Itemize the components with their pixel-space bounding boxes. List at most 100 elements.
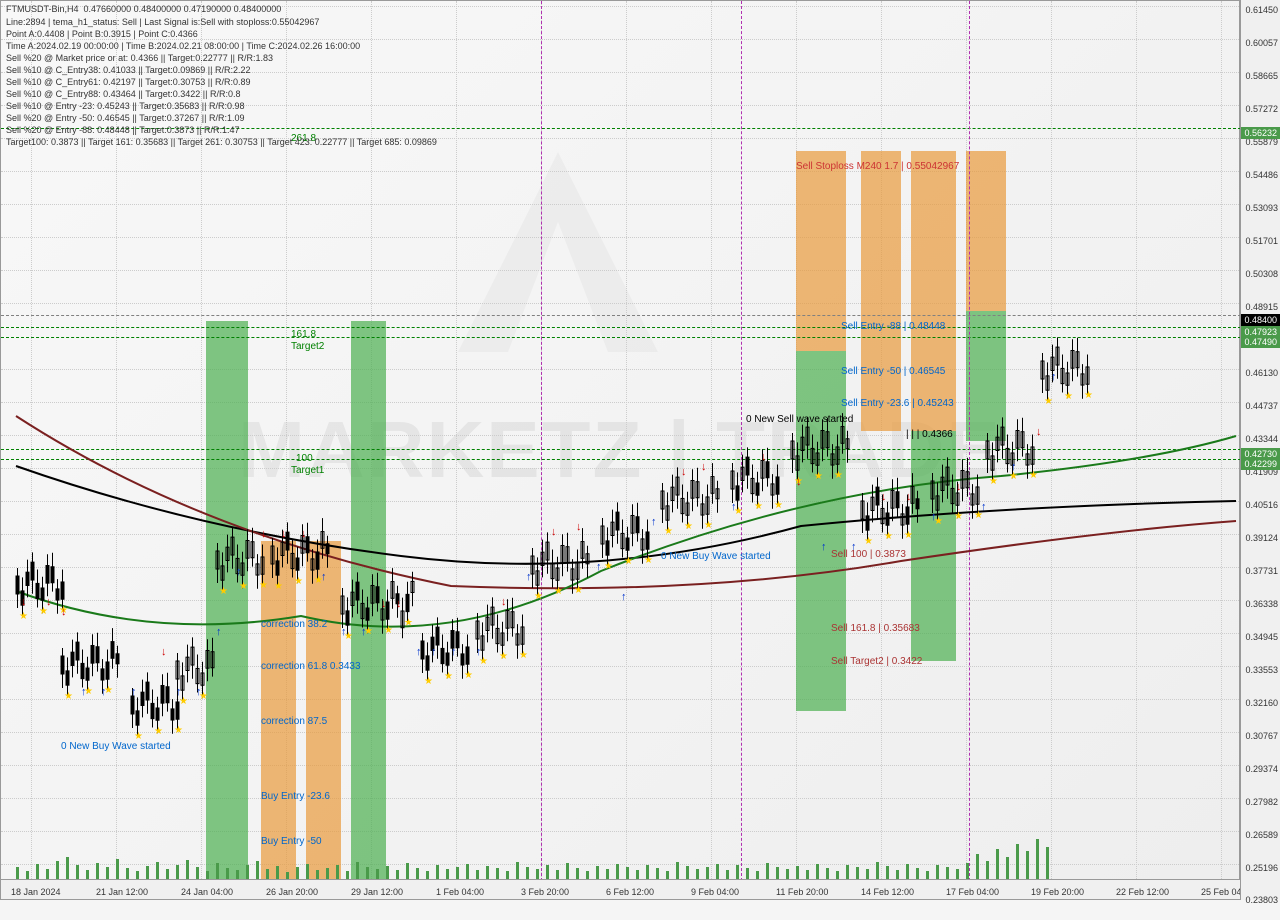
svg-text:★: ★ [1084,390,1093,401]
arrow-down-icon: ↓ [701,461,707,473]
y-axis-label: 0.36338 [1245,599,1278,609]
y-axis-label: 0.46130 [1245,368,1278,378]
svg-text:★: ★ [404,618,413,629]
svg-text:★: ★ [1029,470,1038,481]
info-line: Time A:2024.02.19 00:00:00 | Time B:2024… [6,41,360,51]
x-axis-label: 6 Feb 12:00 [606,887,654,897]
svg-text:★: ★ [834,470,843,481]
arrow-down-icon: ↓ [681,466,687,478]
x-axis-label: 18 Jan 2024 [11,887,61,897]
arrow-up-icon: ↑ [476,646,482,658]
annotation-label: | | | 0.4366 [906,429,953,440]
info-line: Line:2894 | tema_h1_status: Sell | Last … [6,17,319,27]
annotation-label: Target2 [291,341,324,352]
info-line: Sell %10 @ C_Entry61: 0.42197 || Target:… [6,77,250,87]
x-axis-label: 9 Feb 04:00 [691,887,739,897]
svg-text:★: ★ [239,581,248,592]
arrow-up-icon: ↑ [196,686,202,698]
arrow-down-icon: ↓ [381,598,387,610]
arrow-up-icon: ↑ [101,686,107,698]
y-axis-label: 0.54486 [1245,170,1278,180]
info-line: Sell %20 @ Market price or at: 0.4366 ||… [6,53,273,63]
y-axis: 0.614500.600570.586650.572720.558790.544… [1240,0,1280,900]
info-line: Sell %10 @ C_Entry88: 0.43464 || Target:… [6,89,240,99]
y-axis-label: 0.37731 [1245,566,1278,576]
info-line: Point A:0.4408 | Point B:0.3915 | Point … [6,29,198,39]
y-axis-label: 0.57272 [1245,104,1278,114]
svg-text:★: ★ [664,526,673,537]
annotation-label: 0 New Buy Wave started [661,551,771,562]
y-axis-label: 0.34945 [1245,632,1278,642]
svg-text:★: ★ [519,650,528,661]
x-axis: 18 Jan 2024 21 Jan 12:00 24 Jan 04:00 26 Ja… [1,879,1241,899]
arrow-up-icon: ↑ [1051,371,1057,383]
svg-text:★: ★ [644,555,653,566]
arrow-down-icon: ↓ [161,646,167,658]
svg-text:★: ★ [774,500,783,511]
arrow-up-icon: ↑ [651,516,657,528]
y-axis-label: 0.50308 [1245,269,1278,279]
svg-text:★: ★ [1064,391,1073,402]
svg-text:★: ★ [259,580,268,591]
arrow-up-icon: ↑ [361,626,367,638]
annotation-label: Buy Entry -23.6 [261,791,330,802]
x-axis-label: 1 Feb 04:00 [436,887,484,897]
x-axis-label: 24 Jan 04:00 [181,887,233,897]
x-axis-label: 21 Jan 12:00 [96,887,148,897]
annotation-label: Sell Entry -88 | 0.48448 [841,321,945,332]
svg-text:★: ★ [814,471,823,482]
annotation-label: Sell Entry -23.6 | 0.45243 [841,398,954,409]
arrow-up-icon: ↑ [176,686,182,698]
info-line: Sell %20 @ Entry -50: 0.46545 || Target:… [6,113,244,123]
y-axis-label: 0.40516 [1245,500,1278,510]
annotation-label: 0 New Buy Wave started [61,741,171,752]
y-axis-label: 0.44737 [1245,401,1278,411]
svg-text:★: ★ [604,561,613,572]
info-line: Sell %20 @ Entry -88: 0.48448 || Target:… [6,125,239,135]
x-axis-label: 19 Feb 20:00 [1031,887,1084,897]
svg-text:★: ★ [989,476,998,487]
y-axis-label: 0.39124 [1245,533,1278,543]
arrow-up-icon: ↑ [216,626,222,638]
svg-text:★: ★ [554,586,563,597]
x-axis-label: 3 Feb 20:00 [521,887,569,897]
info-line: Sell %10 @ C_Entry38: 0.41033 || Target:… [6,65,250,75]
arrow-down-icon: ↓ [551,526,557,538]
y-axis-highlight: 0.48400 [1241,314,1280,326]
y-axis-highlight: 0.42299 [1241,458,1280,470]
arrow-up-icon: ↑ [621,591,627,603]
svg-text:★: ★ [294,576,303,587]
arrow-down-icon: ↓ [576,521,582,533]
annotation-label: Target1 [291,465,324,476]
x-axis-label: 29 Jan 12:00 [351,887,403,897]
y-axis-label: 0.51701 [1245,236,1278,246]
x-axis-label: 11 Feb 20:00 [776,887,828,897]
annotation-label: correction 87.5 [261,716,327,727]
x-axis-label: 22 Feb 12:00 [1116,887,1169,897]
svg-text:★: ★ [499,651,508,662]
arrow-down-icon: ↓ [301,528,307,540]
y-axis-label: 0.33553 [1245,665,1278,675]
x-axis-label: 17 Feb 04:00 [946,887,999,897]
arrow-up-icon: ↑ [1011,461,1017,473]
svg-text:★: ★ [19,611,28,622]
x-axis-label: 26 Jan 20:00 [266,887,318,897]
arrow-up-icon: ↑ [431,646,437,658]
arrow-down-icon: ↓ [61,606,67,618]
arrow-up-icon: ↑ [236,566,242,578]
svg-text:★: ★ [704,520,713,531]
annotation-label: Sell Entry -50 | 0.46545 [841,366,945,377]
arrow-down-icon: ↓ [281,528,287,540]
arrow-down-icon: ↓ [761,451,767,463]
svg-text:★: ★ [464,670,473,681]
symbol-header: FTMUSDT-Bin,H4 0.47660000 0.48400000 0.4… [6,4,281,14]
arrow-up-icon: ↑ [821,541,827,553]
arrow-up-icon: ↑ [321,571,327,583]
svg-text:★: ★ [754,501,763,512]
chart-container[interactable]: MARKETZ | TRADE ★★★★★★★★★★★★★★★★★★★★★★★★… [0,0,1240,900]
arrow-down-icon: ↓ [501,596,507,608]
svg-text:★: ★ [534,591,543,602]
y-axis-label: 0.26589 [1245,830,1278,840]
arrow-down-icon: ↓ [956,481,962,493]
svg-text:★: ★ [219,586,228,597]
